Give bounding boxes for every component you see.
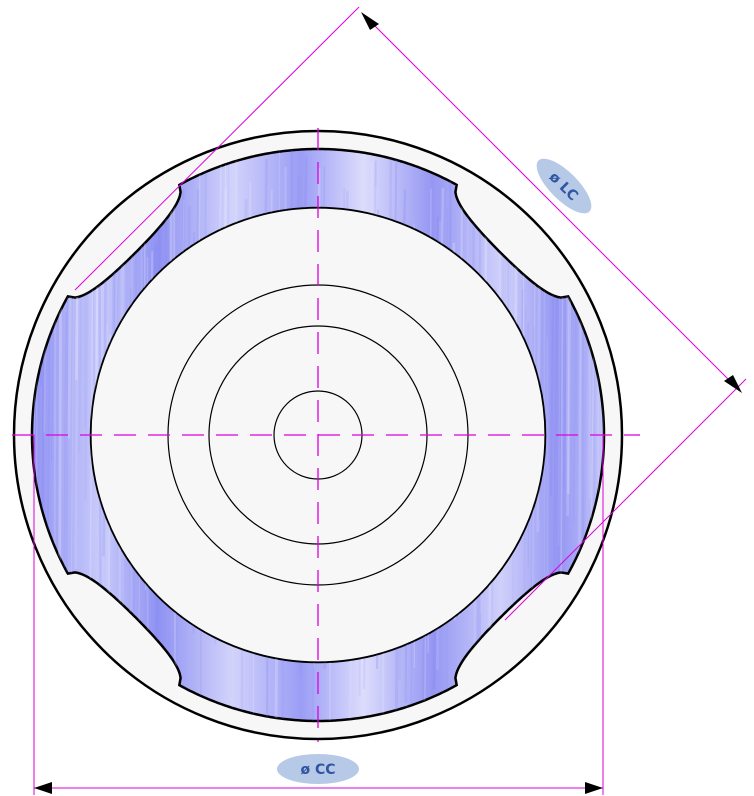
cc-label-bg: [277, 754, 359, 784]
lc-extension-line-1: [74, 6, 360, 291]
ring-streak: [53, 149, 57, 544]
ring-streak: [557, 272, 561, 546]
lc-extension-line-2: [504, 378, 747, 621]
ring-streak: [581, 294, 585, 643]
cc-dimension: [33, 435, 604, 795]
lc-label-bg: [536, 158, 592, 214]
cc-label-text: ø CC: [300, 762, 335, 778]
lc-label: ø LC: [536, 158, 592, 214]
lc-arrowhead-top: [361, 12, 379, 30]
lc-dimension: [74, 6, 747, 621]
ring-streak: [543, 149, 546, 604]
cc-label: ø CC: [277, 754, 359, 784]
cc-arrowhead-left: [34, 782, 52, 794]
ring-streak: [57, 288, 62, 719]
ring-streak: [552, 285, 558, 585]
cc-arrowhead-right: [585, 782, 603, 794]
lc-arrowhead-bottom: [724, 375, 742, 393]
lc-dimension-line: [365, 16, 738, 389]
